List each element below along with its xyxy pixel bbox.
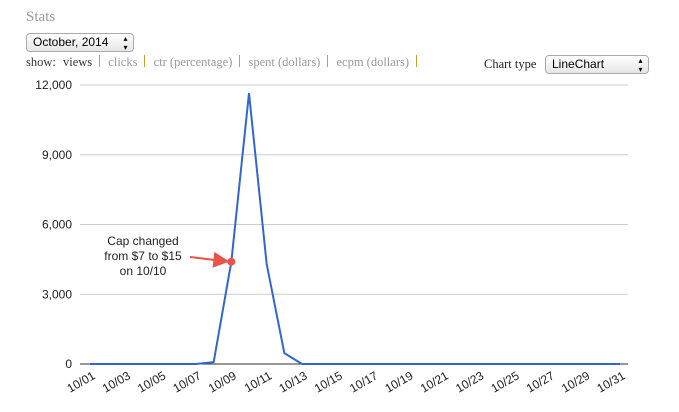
chart-type-label: Chart type	[484, 57, 537, 71]
annotation-text: from $7 to $15	[104, 249, 182, 263]
separator	[416, 55, 418, 67]
x-tick-label: 10/15	[312, 368, 345, 395]
x-tick-label: 10/13	[276, 368, 309, 395]
annotation-text: Cap changed	[107, 234, 178, 248]
separator	[327, 55, 329, 67]
show-bar: show: views clicks ctr (percentage) spen…	[26, 55, 418, 70]
x-tick-label: 10/11	[242, 368, 275, 395]
show-option[interactable]: ecpm (dollars)	[336, 55, 410, 69]
y-tick-label: 0	[65, 357, 72, 371]
x-tick-label: 10/01	[64, 368, 97, 395]
show-label: show:	[26, 55, 56, 69]
show-option[interactable]: views	[63, 55, 93, 69]
annotation-arrow	[189, 251, 230, 268]
x-tick-label: 10/05	[135, 368, 168, 395]
x-tick-label: 10/27	[524, 368, 557, 395]
x-tick-label: 10/09	[206, 368, 239, 395]
y-tick-label: 3,000	[42, 287, 72, 301]
x-tick-label: 10/21	[418, 368, 451, 395]
separator	[239, 55, 241, 67]
period-select[interactable]: October, 2014	[26, 33, 134, 52]
y-tick-label: 6,000	[42, 218, 72, 232]
x-tick-label: 10/07	[170, 368, 203, 395]
y-tick-label: 9,000	[42, 148, 72, 162]
x-tick-label: 10/03	[100, 368, 133, 395]
chart-type-select[interactable]: LineChart	[545, 55, 649, 74]
show-option[interactable]: spent (dollars)	[248, 55, 321, 69]
show-option[interactable]: ctr (percentage)	[153, 55, 233, 69]
x-tick-label: 10/29	[559, 368, 592, 395]
annotation-text: on 10/10	[120, 264, 167, 278]
show-option[interactable]: clicks	[108, 55, 138, 69]
separator	[144, 55, 146, 67]
page-title: Stats	[26, 9, 56, 25]
separator	[99, 55, 101, 67]
x-tick-label: 10/19	[382, 368, 415, 395]
y-tick-label: 12,000	[35, 78, 72, 92]
x-tick-label: 10/23	[453, 368, 486, 395]
series-line	[90, 93, 620, 365]
annotation-point	[227, 257, 236, 266]
x-tick-label: 10/17	[347, 368, 380, 395]
x-tick-label: 10/25	[488, 368, 521, 395]
x-tick-label: 10/31	[594, 368, 627, 395]
